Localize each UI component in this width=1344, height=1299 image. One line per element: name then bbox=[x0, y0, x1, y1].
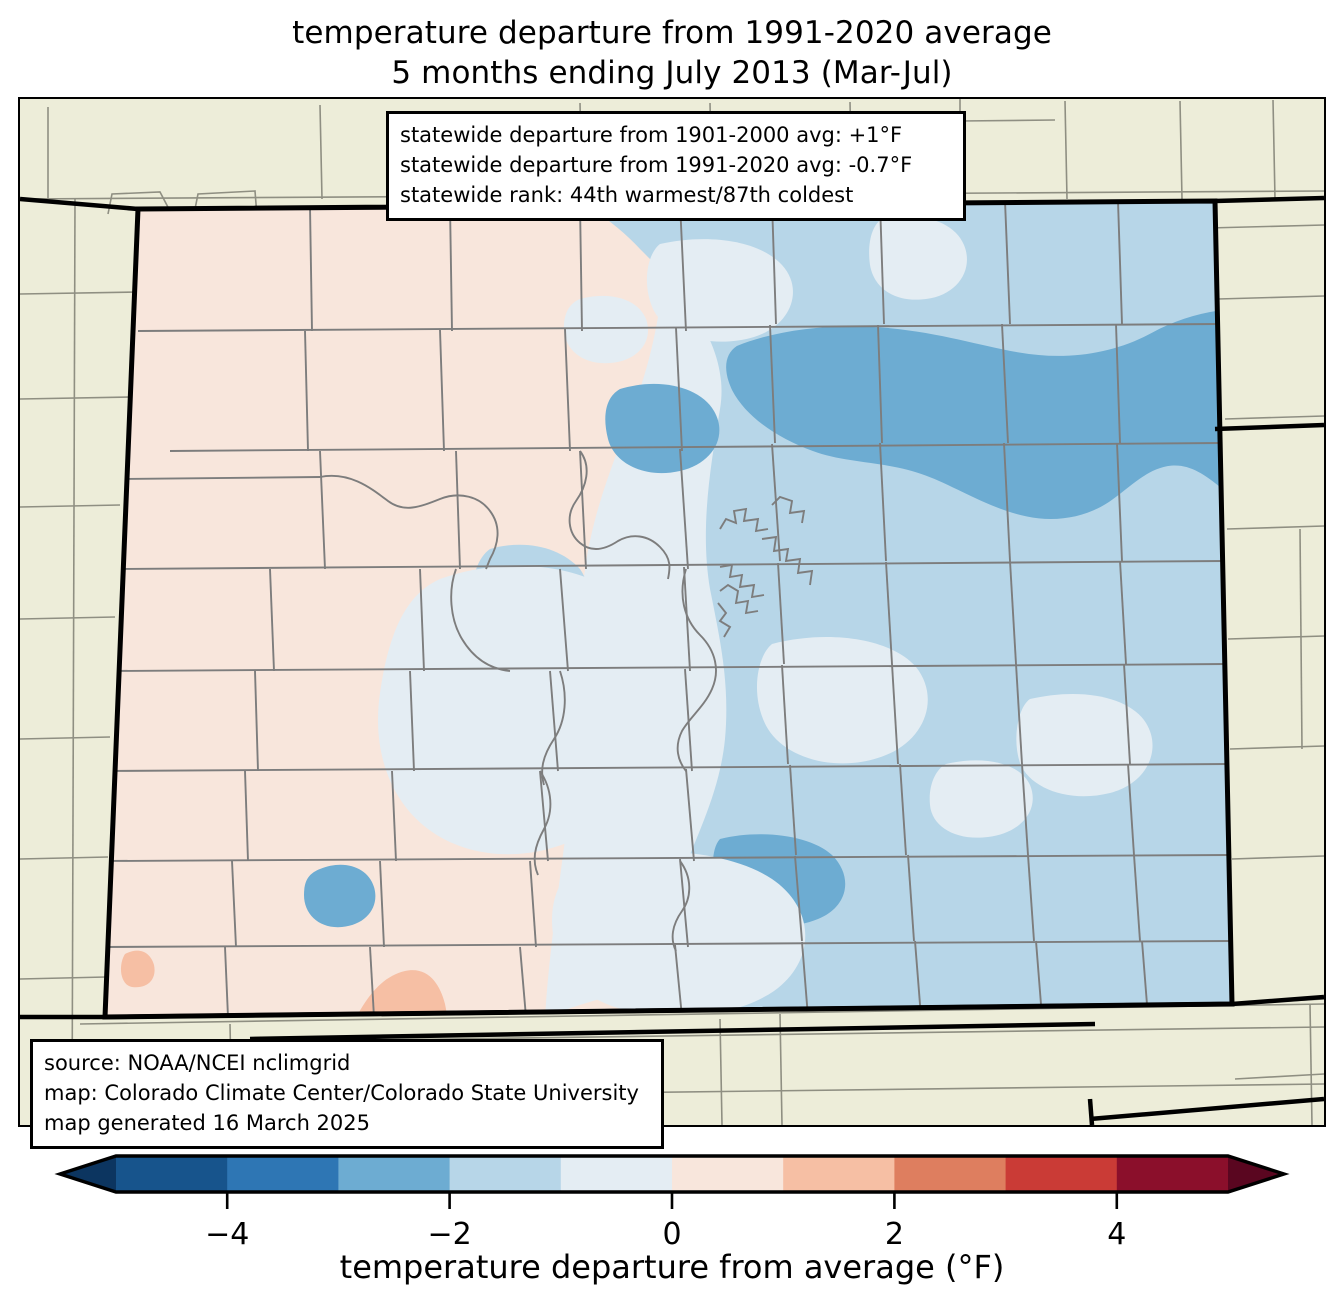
band-1-to-2-west-sliver bbox=[120, 950, 155, 988]
band-neg3-to-neg2-northeast-core bbox=[726, 308, 1232, 519]
title-line-2: 5 months ending July 2013 (Mar-Jul) bbox=[391, 54, 953, 91]
band-1-to-2-southcentral bbox=[344, 970, 448, 1017]
colorbar-extend-high bbox=[1228, 1156, 1284, 1192]
colorbar-band bbox=[672, 1156, 784, 1192]
page-title: temperature departure from 1991-2020 ave… bbox=[0, 14, 1344, 93]
colorbar-axis-label: temperature departure from average (°F) bbox=[339, 1248, 1005, 1286]
colorbar-band bbox=[560, 1156, 673, 1192]
source-attribution-box: source: NOAA/NCEI nclimgrid map: Colorad… bbox=[30, 1039, 664, 1150]
band-neg1-to-0-central-mountains bbox=[378, 565, 669, 855]
statewide-statistics-box: statewide departure from 1901-2000 avg: … bbox=[386, 111, 966, 222]
colorbar-tick-label: −2 bbox=[427, 1217, 471, 1252]
colorbar-band bbox=[783, 1156, 895, 1192]
colorbar-tick-label: 2 bbox=[885, 1217, 904, 1252]
colorbar-band bbox=[449, 1156, 562, 1192]
colorbar-band bbox=[1005, 1156, 1118, 1192]
stat-statewide-rank: statewide rank: 44th warmest/87th coldes… bbox=[400, 182, 854, 207]
stat-departure-1991-2020: statewide departure from 1991-2020 avg: … bbox=[400, 152, 913, 177]
title-line-1: temperature departure from 1991-2020 ave… bbox=[292, 15, 1052, 51]
map-canvas bbox=[18, 97, 1326, 1127]
colorado-temperature-departure-map bbox=[20, 99, 1324, 1125]
band-neg1-to-0-south-mountains bbox=[552, 851, 806, 1017]
colorbar-band bbox=[116, 1156, 228, 1192]
colorbar-band bbox=[894, 1156, 1007, 1192]
band-neg3-to-neg2-north-central bbox=[605, 383, 720, 474]
colorbar-bands bbox=[60, 1156, 1284, 1192]
source-line: source: NOAA/NCEI nclimgrid bbox=[44, 1051, 351, 1075]
map-generated-date: map generated 16 March 2025 bbox=[44, 1110, 371, 1135]
stat-departure-1901-2000: statewide departure from 1901-2000 avg: … bbox=[400, 123, 903, 147]
colorbar-band bbox=[227, 1156, 339, 1192]
map-credit-line: map: Colorado Climate Center/Colorado St… bbox=[44, 1080, 639, 1105]
band-neg1-to-0-small-hole bbox=[563, 295, 649, 364]
colorbar-ticks: −4 −2 0 2 4 bbox=[205, 1192, 1126, 1252]
band-neg1-to-0-east-hole2 bbox=[929, 760, 1033, 838]
colorbar-tick-label: −4 bbox=[205, 1217, 249, 1252]
band-neg1-to-0-east-hole bbox=[756, 637, 928, 764]
colorbar-band bbox=[1116, 1156, 1229, 1192]
colorbar-svg: −4 −2 0 2 4 bbox=[54, 1154, 1290, 1252]
neighbor-state-outlines bbox=[20, 195, 1324, 1125]
colorbar-band bbox=[338, 1156, 451, 1192]
colorbar-outline bbox=[54, 1154, 1290, 1194]
colorbar-tick-label: 4 bbox=[1107, 1217, 1126, 1252]
band-neg1-to-0-far-east-hole bbox=[1016, 693, 1153, 797]
colorbar: −4 −2 0 2 4 bbox=[0, 1146, 1344, 1299]
band-neg3-to-neg2-small-west bbox=[304, 864, 376, 928]
temperature-departure-field bbox=[105, 201, 1232, 1017]
colorbar-tick-label: 0 bbox=[662, 1217, 681, 1252]
band-neg1-to-0-north-hole2 bbox=[869, 216, 967, 300]
colorbar-extend-low bbox=[60, 1156, 116, 1192]
colorado-county-lines bbox=[105, 201, 1232, 1017]
